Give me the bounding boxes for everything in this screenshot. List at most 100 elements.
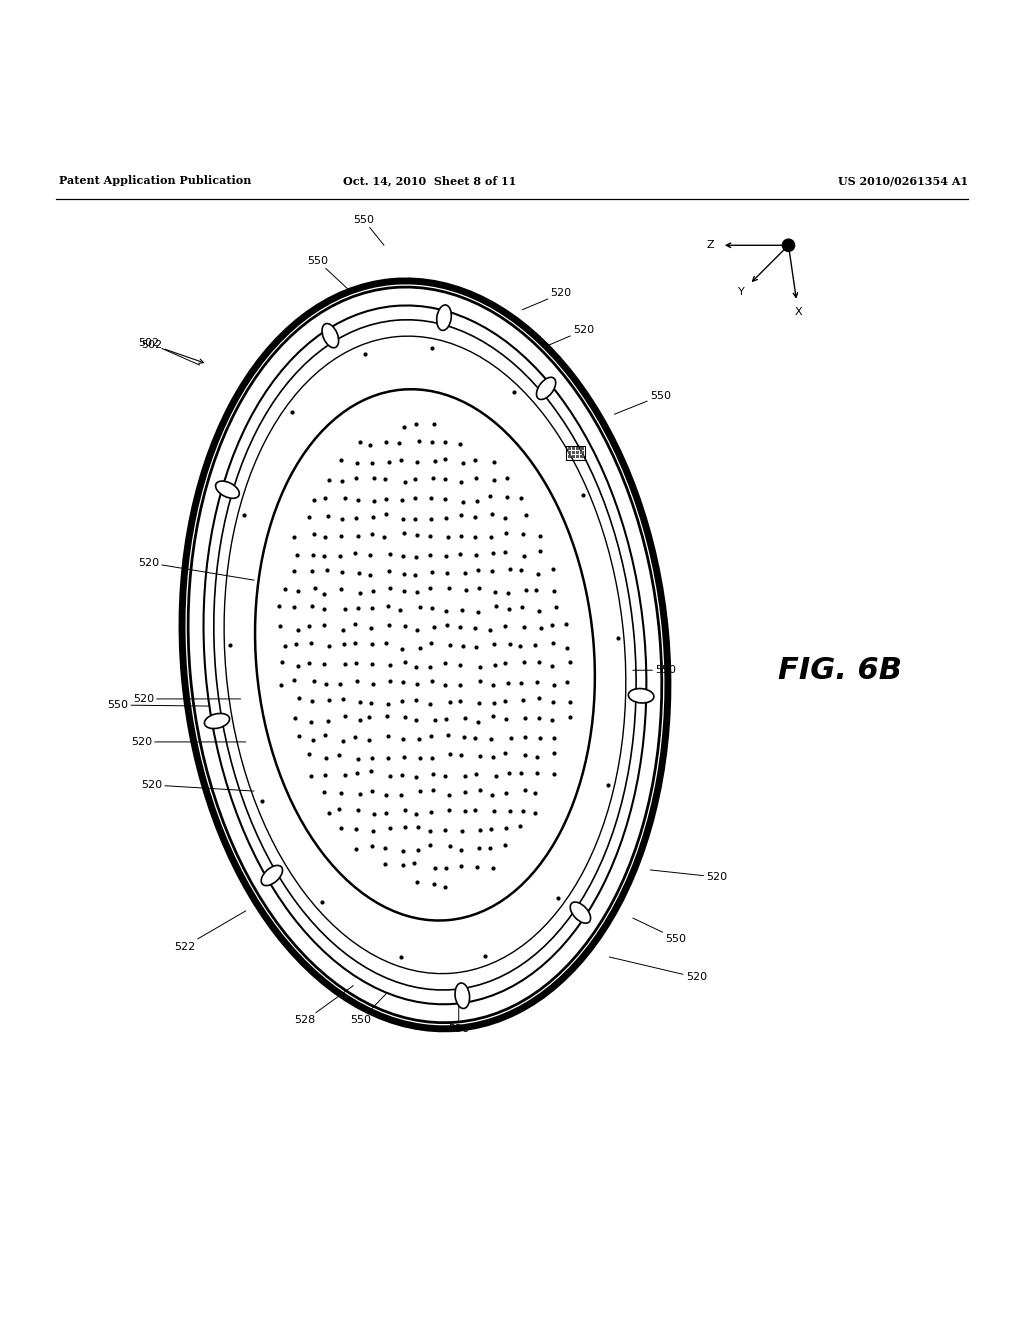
- Point: [334, 561, 350, 582]
- Point: [544, 615, 560, 636]
- Point: [437, 449, 454, 470]
- Point: [442, 635, 459, 656]
- Point: [484, 561, 501, 582]
- Point: [515, 546, 531, 568]
- Point: [333, 525, 349, 546]
- Point: [440, 725, 457, 746]
- Point: [318, 675, 335, 696]
- Point: [502, 558, 518, 579]
- Bar: [572, 455, 575, 458]
- Point: [391, 433, 408, 454]
- Text: 520: 520: [131, 737, 246, 747]
- Text: 520: 520: [522, 288, 571, 310]
- Point: [408, 656, 424, 677]
- Point: [455, 599, 471, 620]
- Bar: [572, 451, 575, 454]
- Point: [531, 525, 548, 546]
- Point: [484, 675, 501, 696]
- Point: [412, 597, 428, 618]
- Point: [423, 747, 439, 768]
- Point: [545, 632, 561, 653]
- Text: 528: 528: [295, 986, 353, 1026]
- Ellipse shape: [436, 305, 452, 330]
- Point: [546, 743, 562, 764]
- Point: [381, 614, 397, 635]
- Point: [426, 414, 442, 436]
- Point: [484, 747, 501, 768]
- Point: [286, 597, 302, 618]
- Ellipse shape: [216, 480, 240, 499]
- Point: [546, 581, 562, 602]
- Point: [364, 653, 380, 675]
- Point: [409, 581, 425, 602]
- Text: 520: 520: [141, 780, 254, 791]
- Point: [378, 432, 394, 453]
- Point: [559, 671, 575, 692]
- Ellipse shape: [570, 902, 591, 923]
- Point: [457, 801, 473, 822]
- Point: [425, 467, 441, 488]
- Point: [377, 837, 393, 858]
- Point: [454, 840, 470, 861]
- Point: [365, 673, 381, 694]
- Text: Y: Y: [738, 288, 744, 297]
- Point: [306, 490, 323, 511]
- Ellipse shape: [205, 713, 229, 729]
- Point: [501, 598, 517, 619]
- Point: [438, 562, 455, 583]
- Point: [365, 747, 381, 768]
- Point: [502, 800, 518, 821]
- Text: 550: 550: [350, 993, 387, 1026]
- Point: [546, 763, 562, 784]
- Ellipse shape: [322, 323, 339, 347]
- Text: 502: 502: [138, 338, 200, 366]
- Point: [546, 727, 562, 748]
- Point: [528, 746, 545, 767]
- Point: [377, 853, 393, 874]
- Point: [529, 671, 546, 692]
- Point: [471, 744, 487, 766]
- Point: [301, 507, 317, 528]
- Point: [348, 838, 365, 859]
- Point: [422, 578, 438, 599]
- Point: [348, 453, 365, 474]
- Point: [350, 799, 367, 820]
- Point: [454, 820, 470, 841]
- Point: [437, 652, 454, 673]
- Point: [456, 635, 472, 656]
- Point: [396, 417, 413, 438]
- Point: [365, 821, 381, 842]
- Ellipse shape: [537, 378, 556, 400]
- Point: [397, 816, 414, 837]
- Text: 520: 520: [138, 558, 254, 579]
- Point: [395, 508, 412, 529]
- Point: [395, 854, 412, 875]
- Point: [498, 652, 514, 673]
- Point: [412, 638, 428, 659]
- Point: [423, 561, 439, 582]
- Point: [302, 711, 318, 733]
- Point: [427, 450, 443, 471]
- Point: [291, 688, 307, 709]
- Point: [321, 803, 337, 824]
- Point: [351, 432, 368, 453]
- Point: [321, 469, 337, 490]
- Point: [471, 837, 487, 858]
- Point: [453, 434, 469, 455]
- Point: [337, 598, 353, 619]
- Point: [531, 652, 548, 673]
- Point: [501, 762, 517, 783]
- Point: [498, 783, 514, 804]
- Point: [393, 638, 410, 659]
- Point: [331, 744, 347, 766]
- Point: [290, 656, 306, 677]
- Text: Oct. 14, 2010  Sheet 8 of 11: Oct. 14, 2010 Sheet 8 of 11: [343, 176, 517, 186]
- Point: [305, 524, 322, 545]
- Text: 520: 520: [543, 325, 594, 347]
- Point: [438, 601, 455, 622]
- Point: [304, 595, 321, 616]
- Point: [455, 491, 471, 512]
- Point: [290, 581, 306, 602]
- Point: [381, 561, 397, 582]
- Point: [364, 836, 380, 857]
